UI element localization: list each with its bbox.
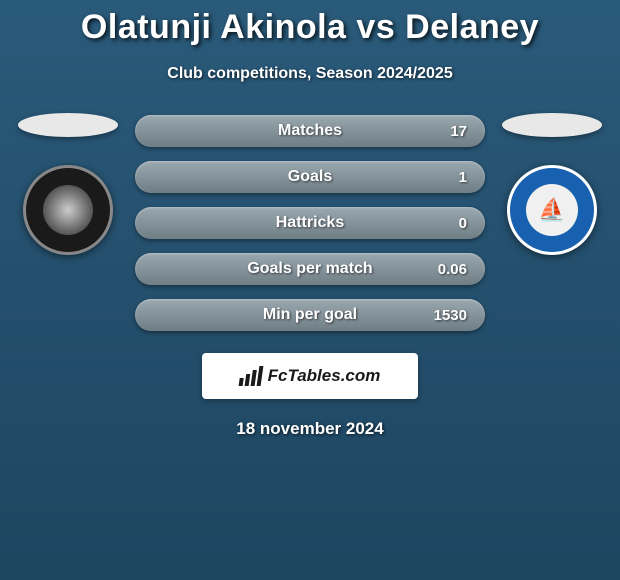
stat-value-right: 17 [450, 123, 467, 140]
right-club-crest [507, 165, 597, 255]
brand-badge[interactable]: FcTables.com [202, 353, 418, 399]
stat-label: Matches [278, 122, 342, 140]
stat-row-hattricks: Hattricks 0 [135, 207, 485, 239]
stat-label: Goals [288, 168, 332, 186]
stat-row-matches: Matches 17 [135, 115, 485, 147]
stat-label: Hattricks [276, 214, 344, 232]
right-player-ellipse [502, 113, 602, 137]
stat-value-right: 0.06 [438, 261, 467, 278]
comparison-row: Matches 17 Goals 1 Hattricks 0 Goals per… [0, 113, 620, 331]
stat-label: Min per goal [263, 306, 357, 324]
brand-chart-icon [238, 366, 263, 386]
stat-value-right: 1 [459, 169, 467, 186]
date-text: 18 november 2024 [0, 419, 620, 439]
subtitle: Club competitions, Season 2024/2025 [0, 65, 620, 83]
brand-text: FcTables.com [268, 366, 381, 386]
stat-value-right: 0 [459, 215, 467, 232]
stat-row-goals: Goals 1 [135, 161, 485, 193]
stat-label: Goals per match [247, 260, 372, 278]
left-player-ellipse [18, 113, 118, 137]
page-title: Olatunji Akinola vs Delaney [0, 0, 620, 47]
left-club-crest [23, 165, 113, 255]
right-club-column [497, 113, 607, 255]
stat-row-min-per-goal: Min per goal 1530 [135, 299, 485, 331]
stats-column: Matches 17 Goals 1 Hattricks 0 Goals per… [135, 113, 485, 331]
left-club-column [13, 113, 123, 255]
stat-value-right: 1530 [434, 307, 467, 324]
stat-row-goals-per-match: Goals per match 0.06 [135, 253, 485, 285]
